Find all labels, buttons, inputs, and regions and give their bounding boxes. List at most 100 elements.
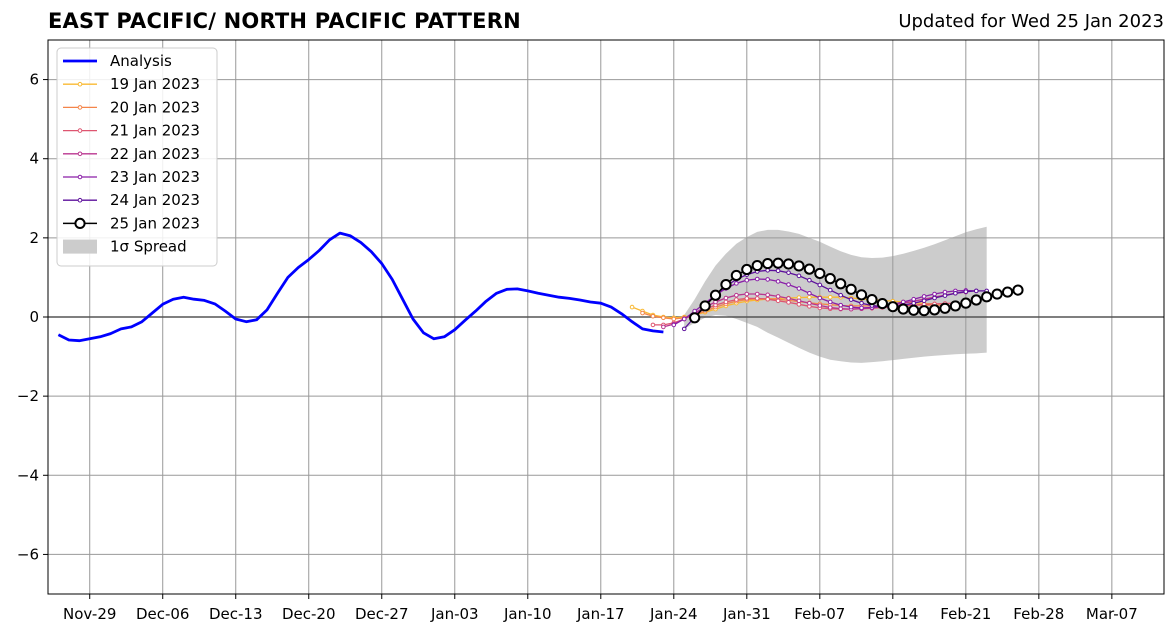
x-tick-label: Mar-07 xyxy=(1086,605,1138,623)
legend-swatch-marker xyxy=(77,128,83,133)
legend-label: 24 Jan 2023 xyxy=(110,191,200,209)
forecast-point xyxy=(814,267,826,280)
forecast-point xyxy=(949,300,962,312)
x-tick-label: Jan-03 xyxy=(430,605,479,623)
forecast-point xyxy=(848,297,854,302)
legend-swatch-marker xyxy=(77,105,83,110)
updated-date-label: Updated for Wed 25 Jan 2023 xyxy=(898,11,1164,32)
forecast-point xyxy=(960,297,972,309)
forecast-point xyxy=(734,281,739,286)
chart-title: EAST PACIFIC/ NORTH PACIFIC PATTERN xyxy=(48,9,521,33)
forecast-point xyxy=(640,310,645,316)
x-tick-label: Jan-10 xyxy=(503,605,552,623)
forecast-point xyxy=(744,296,750,301)
legend-entry: Analysis xyxy=(63,52,172,70)
forecast-point xyxy=(817,303,823,308)
forecast-point xyxy=(775,279,781,284)
x-tick-label: Jan-17 xyxy=(576,605,625,623)
forecast-point xyxy=(754,276,760,282)
forecast-point xyxy=(765,277,770,282)
legend-entry: 1σ Spread xyxy=(63,238,187,256)
legend-entry: 21 Jan 2023 xyxy=(63,122,200,140)
forecast-point xyxy=(734,297,739,302)
forecast-point xyxy=(661,315,666,321)
y-tick-label: −2 xyxy=(17,387,39,405)
forecast-point xyxy=(709,289,722,301)
x-tick-label: Dec-13 xyxy=(209,605,263,623)
x-tick-label: Dec-20 xyxy=(282,605,336,623)
legend-label: 23 Jan 2023 xyxy=(110,168,200,186)
forecast-point xyxy=(939,302,951,314)
forecast-point xyxy=(782,258,795,270)
forecast-point xyxy=(765,292,770,298)
forecast-point xyxy=(838,306,843,311)
forecast-point xyxy=(650,313,656,319)
forecast-point xyxy=(793,260,805,272)
forecast-point xyxy=(1001,286,1014,298)
forecast-point xyxy=(942,289,948,295)
legend-swatch-spread xyxy=(63,239,97,254)
forecast-point xyxy=(671,316,677,322)
forecast-point xyxy=(681,326,687,332)
forecast-point xyxy=(744,291,750,297)
legend-label: 1σ Spread xyxy=(110,238,187,256)
forecast-point xyxy=(866,293,878,306)
forecast-point xyxy=(827,305,833,310)
forecast-point xyxy=(775,268,781,274)
legend-label: Analysis xyxy=(110,52,172,70)
forecast-point xyxy=(786,300,791,305)
forecast-point xyxy=(859,305,864,311)
legend-swatch-marker xyxy=(77,151,83,157)
forecast-point xyxy=(838,302,843,308)
forecast-point xyxy=(845,283,857,295)
forecast-point xyxy=(734,292,739,298)
legend-swatch-marker xyxy=(77,174,83,180)
forecast-point xyxy=(981,291,993,303)
forecast-point xyxy=(796,286,802,291)
forecast-point xyxy=(650,322,656,328)
forecast-point xyxy=(807,294,812,300)
forecast-point xyxy=(928,304,941,316)
grid-layer xyxy=(48,40,1164,594)
y-tick-label: 4 xyxy=(29,150,39,168)
forecast-point xyxy=(796,302,802,307)
forecast-point xyxy=(775,294,781,299)
forecast-point xyxy=(817,295,823,301)
forecast-point xyxy=(970,294,982,306)
forecast-point xyxy=(1012,284,1024,296)
forecast-point xyxy=(908,304,920,316)
forecast-point xyxy=(807,277,812,283)
forecast-point xyxy=(723,299,729,305)
forecast-point xyxy=(807,290,812,296)
forecast-point xyxy=(796,298,802,304)
x-tick-label: Feb-14 xyxy=(867,605,918,623)
forecast-point xyxy=(827,287,833,293)
forecast-point xyxy=(897,303,909,315)
forecast-series xyxy=(689,257,1024,324)
forecast-point xyxy=(720,278,732,291)
forecast-point xyxy=(876,297,888,310)
forecast-point xyxy=(786,296,791,301)
x-tick-label: Jan-24 xyxy=(649,605,698,623)
forecast-point xyxy=(838,292,843,298)
forecast-point xyxy=(796,273,802,279)
forecast-point xyxy=(835,278,847,290)
legend-label: 19 Jan 2023 xyxy=(110,75,200,93)
forecast-point xyxy=(689,312,701,324)
forecast-point xyxy=(772,257,784,269)
axis-layer: Nov-29 Dec-06 Dec-13 Dec-20 Dec-27 Jan-03 Jan-… xyxy=(17,39,1165,623)
forecast-point xyxy=(661,324,666,330)
forecast-point xyxy=(744,277,750,283)
legend-entry: 19 Jan 2023 xyxy=(63,75,200,93)
legend-swatch-marker xyxy=(74,217,86,229)
forecast-point xyxy=(824,273,836,285)
forecast-point xyxy=(754,296,760,301)
legend-entry: 24 Jan 2023 xyxy=(63,191,200,209)
forecast-point xyxy=(991,288,1003,300)
forecast-point xyxy=(699,300,711,312)
x-tick-label: Nov-29 xyxy=(63,605,116,623)
forecast-point xyxy=(730,269,742,282)
y-tick-label: 6 xyxy=(29,71,39,89)
x-tick-label: Feb-07 xyxy=(794,605,845,623)
forecast-point xyxy=(786,282,791,287)
